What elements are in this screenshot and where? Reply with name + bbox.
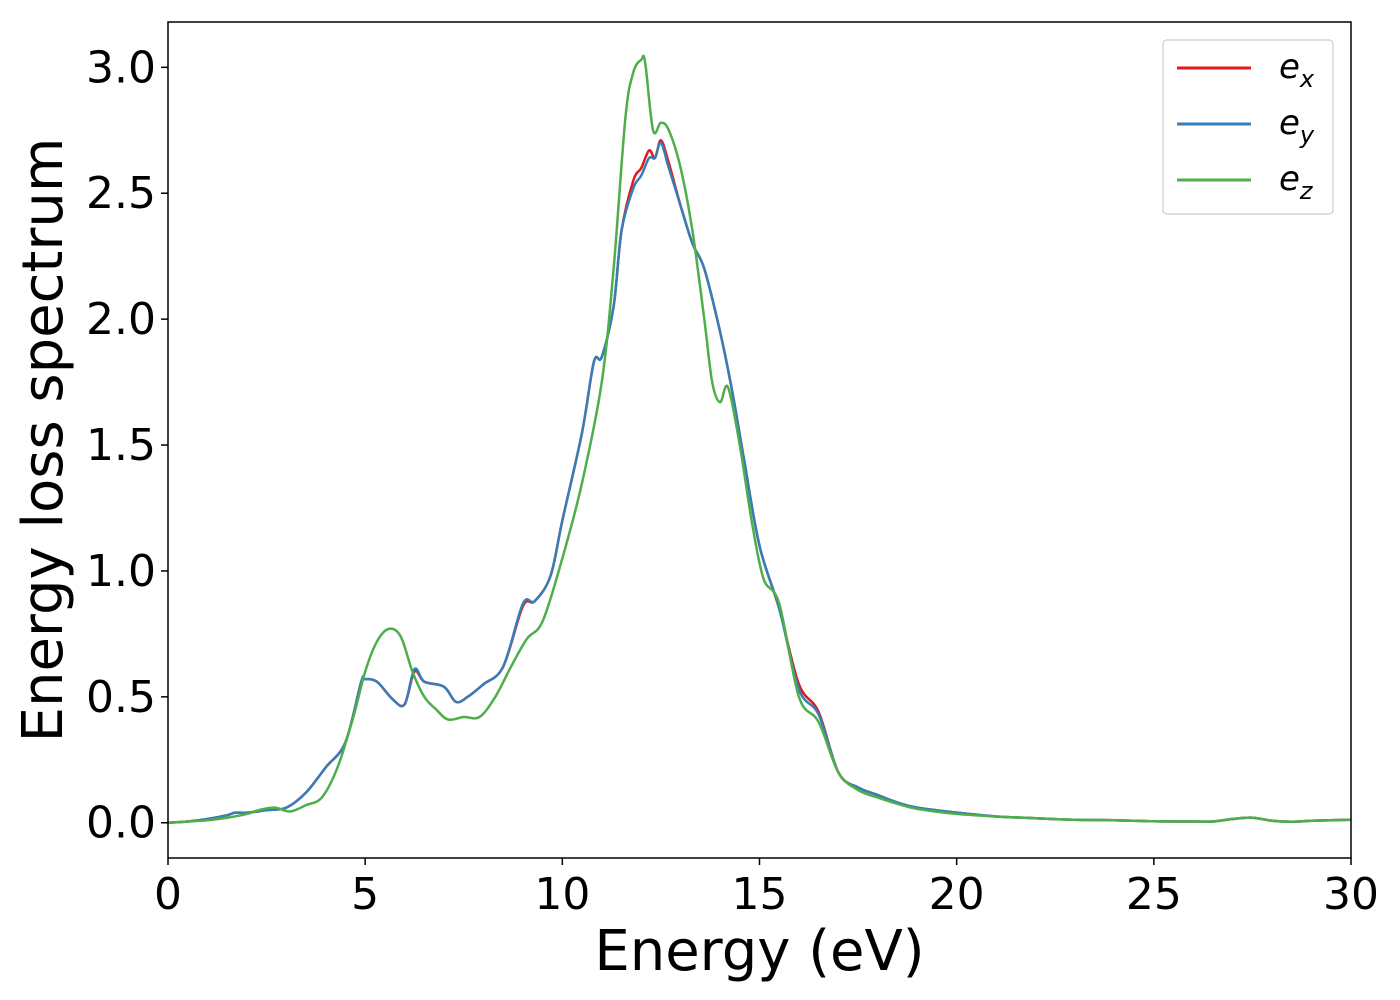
- y-axis-ticks: 0.0 0.5 1.0 1.5 2.0 2.5 3.0: [86, 42, 168, 849]
- y-tick-label: 0.0: [86, 798, 156, 849]
- y-tick-label: 0.5: [86, 672, 156, 723]
- legend-label-e_z: ez: [1279, 159, 1314, 205]
- y-tick-label: 1.5: [86, 420, 156, 471]
- y-axis-title: Energy loss spectrum: [11, 138, 76, 743]
- x-tick-label: 25: [1126, 869, 1182, 920]
- series-layer: [167, 54, 1352, 824]
- legend: ex ey ez: [1162, 39, 1334, 215]
- x-tick-label: 30: [1323, 869, 1379, 920]
- x-tick-label: 15: [732, 869, 788, 920]
- y-tick-label: 2.5: [86, 168, 156, 219]
- x-axis-ticks: 0 5 10 15 20 25 30: [154, 858, 1379, 920]
- x-tick-label: 20: [929, 869, 985, 920]
- y-tick-label: 2.0: [86, 294, 156, 345]
- series-line-e_z: [167, 54, 1352, 824]
- x-tick-label: 5: [351, 869, 379, 920]
- y-tick-label: 3.0: [86, 42, 156, 93]
- x-tick-label: 0: [154, 869, 182, 920]
- legend-label-e_x: ex: [1279, 47, 1315, 93]
- y-tick-label: 1.0: [86, 546, 156, 597]
- x-axis-title: Energy (eV): [594, 919, 924, 984]
- legend-label-e_y: ey: [1279, 103, 1315, 149]
- legend-box: [1162, 39, 1334, 215]
- x-tick-label: 10: [534, 869, 590, 920]
